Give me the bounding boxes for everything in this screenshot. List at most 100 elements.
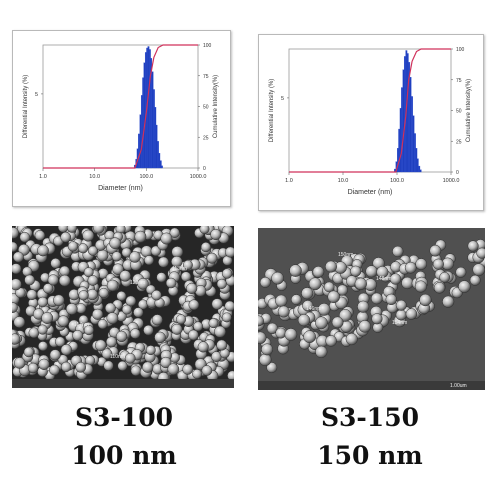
sem-annotation: 1.00um (450, 383, 467, 389)
histogram-bar (412, 115, 415, 173)
particle (312, 266, 325, 278)
sem-annotation: 113nm (172, 266, 187, 272)
particle (12, 302, 18, 313)
particle (53, 294, 65, 307)
particle (111, 251, 122, 262)
particle (34, 230, 46, 241)
particle (119, 270, 131, 282)
particle (401, 276, 414, 290)
sample-name-left: S3-100 (74, 403, 173, 432)
plot-area (288, 48, 452, 173)
particle (345, 333, 358, 346)
particle (188, 299, 200, 311)
particle (97, 319, 108, 330)
particle (24, 274, 35, 286)
particle (315, 345, 328, 359)
particle (129, 328, 141, 339)
particle (57, 315, 70, 327)
particle (258, 315, 264, 327)
particle (101, 348, 113, 360)
particle (13, 357, 26, 369)
particle (171, 323, 183, 335)
particle (116, 291, 127, 301)
particle (325, 335, 337, 347)
particle (414, 280, 427, 293)
particle (192, 369, 203, 379)
particle (433, 282, 446, 294)
particle (106, 312, 119, 325)
particle (26, 289, 38, 301)
x-tick-label: 100.0 (390, 178, 404, 184)
particle (98, 287, 109, 299)
particle (395, 309, 407, 321)
particle (182, 364, 194, 375)
right-tick-label: 75 (456, 78, 462, 84)
particle (134, 230, 147, 243)
particle (129, 251, 141, 263)
y-axis-left-label: Differential Intensity (%) (269, 79, 275, 143)
particle (38, 358, 50, 370)
sample-caption-right: S3-150 150 nm (270, 405, 470, 468)
particle (370, 292, 383, 305)
particle (115, 330, 128, 343)
particle (23, 346, 34, 358)
particle (323, 281, 335, 293)
particle (182, 260, 193, 270)
particle (439, 271, 451, 283)
particle (109, 237, 121, 250)
particle (19, 231, 31, 243)
particle (96, 249, 109, 262)
particle (458, 280, 471, 293)
particle (37, 324, 48, 335)
particle (455, 266, 467, 278)
particle (54, 336, 66, 347)
histogram-bar (411, 96, 413, 173)
sem-image-right: 150nm 148nm 146nm 154nm 1.00um (258, 228, 485, 390)
particle (188, 329, 199, 341)
particle (87, 245, 98, 256)
particle (354, 277, 367, 290)
particle (50, 258, 61, 269)
particle (106, 279, 119, 292)
particle (289, 264, 302, 277)
particle (143, 324, 154, 336)
particle (476, 247, 485, 259)
particle (104, 302, 116, 314)
particle (171, 255, 183, 268)
particle (350, 265, 362, 277)
particle (327, 290, 340, 304)
particle (315, 316, 328, 330)
plot-area (42, 44, 199, 169)
particle (47, 274, 59, 286)
particle (338, 309, 352, 322)
sample-caption-left: S3-100 100 nm (24, 405, 224, 468)
particle (59, 265, 70, 277)
sem-annotation: 120nm (130, 280, 145, 286)
particle (317, 303, 331, 316)
particle (92, 226, 105, 234)
sem-annotation: 150nm (338, 252, 353, 258)
particle (284, 328, 298, 341)
particle (75, 361, 87, 373)
particle (13, 316, 26, 328)
particle (266, 362, 278, 374)
sem-annotation: 148nm (376, 276, 391, 282)
particle (180, 271, 192, 282)
particle (175, 314, 187, 325)
particle (358, 320, 372, 333)
particle (65, 303, 78, 315)
particle (301, 287, 314, 300)
particle (130, 365, 142, 376)
x-tick-label: 1000.0 (443, 178, 460, 184)
particle (38, 341, 48, 352)
dls-chart-panel-left: 1.0 10.0 100.0 1000.0 Diameter (nm) 5 Differen… (12, 30, 231, 207)
particle (259, 353, 272, 367)
particle (206, 252, 218, 264)
histogram-bar (406, 53, 409, 173)
particle (224, 246, 234, 258)
particle (151, 289, 162, 301)
particle (277, 305, 290, 318)
particle (12, 333, 21, 345)
particle (160, 232, 173, 245)
particle (193, 321, 204, 332)
